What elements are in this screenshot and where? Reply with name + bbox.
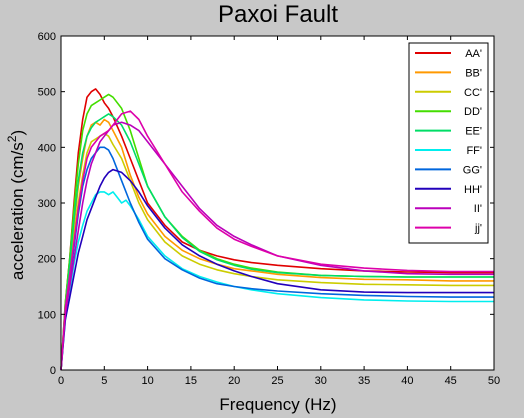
legend: AA' BB' CC' DD' EE' FF' GG' HH' II' jj' (408, 42, 489, 244)
y-axis: 0 100 200 300 400 500 600 (38, 31, 494, 377)
x-tick-label: 45 (445, 375, 457, 387)
legend-label: GG' (463, 164, 482, 176)
x-tick-label: 35 (358, 375, 370, 387)
y-tick-label: 400 (38, 142, 56, 154)
series-line-aa (60, 88, 494, 371)
legend-label: AA' (465, 48, 482, 60)
x-tick-label: 10 (141, 375, 153, 387)
y-axis-label-close: ) (8, 130, 27, 136)
legend-label: FF' (466, 145, 482, 157)
y-axis-label-main: acceleration (cm/s (8, 142, 27, 280)
y-axis-label-superscript: 2 (5, 135, 19, 142)
legend-label: jj' (474, 223, 482, 235)
x-tick-label: 15 (185, 375, 197, 387)
x-tick-label: 50 (488, 375, 500, 387)
y-tick-label: 600 (38, 31, 56, 43)
x-axis-label: Frequency (Hz) (219, 395, 336, 414)
y-tick-label: 200 (38, 254, 56, 266)
chart-title: Paxoi Fault (218, 1, 338, 28)
series-line-ee (60, 113, 494, 371)
x-tick-label: 0 (58, 375, 64, 387)
x-tick-label: 5 (101, 375, 107, 387)
y-tick-label: 500 (38, 87, 56, 99)
x-tick-label: 25 (271, 375, 283, 387)
legend-label: II' (474, 203, 482, 215)
y-tick-label: 300 (38, 198, 56, 210)
legend-label: CC' (464, 87, 482, 99)
series-line-bb (60, 118, 494, 371)
legend-label: EE' (465, 126, 482, 138)
legend-label: HH' (464, 184, 482, 196)
legend-label: DD' (464, 106, 482, 118)
legend-box (408, 42, 489, 244)
series-line-hh (60, 168, 494, 371)
y-tick-label: 100 (38, 309, 56, 321)
series-layer (60, 88, 494, 371)
y-tick-label: 0 (50, 365, 56, 377)
x-tick-label: 30 (315, 375, 327, 387)
x-axis: 0 5 10 15 20 25 30 35 40 45 50 (58, 36, 500, 387)
y-axis-label: acceleration (cm/s2) (5, 130, 27, 280)
series-line-jj (60, 110, 494, 371)
series-line-gg (60, 146, 494, 371)
legend-label: BB' (465, 67, 482, 79)
x-tick-label: 40 (401, 375, 413, 387)
x-tick-label: 20 (228, 375, 240, 387)
series-line-ff (60, 191, 494, 371)
